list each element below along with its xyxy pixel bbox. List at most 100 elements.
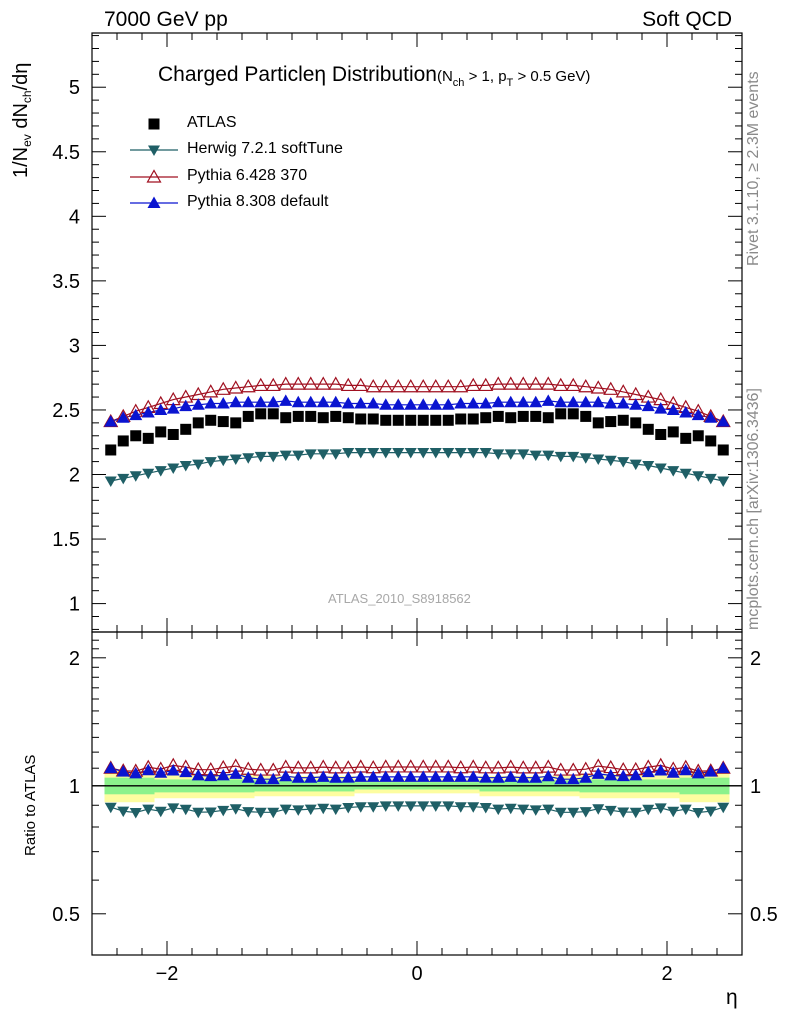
point-atlas — [317, 412, 329, 424]
ratio-point-pythia8 — [691, 766, 705, 779]
ratio-point-herwig — [404, 801, 417, 812]
point-pythia8 — [616, 397, 630, 409]
point-pythia6 — [353, 377, 369, 392]
ratio-point-pythia8 — [379, 770, 393, 782]
point-atlas — [480, 412, 492, 424]
point-herwig — [517, 449, 530, 460]
point-atlas — [355, 413, 367, 425]
y-tick-label: 4.5 — [52, 142, 80, 164]
ratio-point-pythia8 — [341, 771, 355, 783]
point-atlas — [105, 444, 117, 456]
ratio-point-herwig — [604, 805, 617, 817]
point-herwig — [429, 448, 442, 459]
ratio-point-herwig — [179, 804, 192, 816]
point-herwig — [167, 463, 180, 475]
legend-markers — [130, 118, 178, 208]
legend-marker-atlas — [148, 118, 160, 130]
ratio-point-pythia8 — [666, 766, 680, 778]
point-pythia8 — [441, 398, 455, 410]
point-herwig — [354, 448, 367, 459]
ratio-y-axis-label: Ratio to ATLAS — [22, 754, 39, 856]
point-atlas — [592, 417, 604, 429]
ratio-point-pythia8 — [216, 768, 230, 781]
ratio-point-herwig — [454, 802, 467, 813]
ratio-point-herwig — [242, 807, 255, 818]
point-herwig — [129, 471, 142, 482]
point-pythia8 — [404, 398, 418, 410]
point-herwig — [329, 449, 342, 460]
point-herwig — [667, 466, 680, 477]
point-atlas — [580, 410, 592, 422]
ratio-point-herwig — [217, 805, 230, 817]
point-pythia6 — [515, 376, 531, 390]
point-atlas — [467, 413, 479, 425]
ratio-point-pythia8 — [416, 770, 430, 782]
point-atlas — [205, 414, 217, 426]
ratio-point-pythia8 — [504, 770, 518, 782]
y-tick-label: 5 — [69, 77, 80, 99]
point-atlas — [430, 414, 442, 426]
ratio-point-pythia8 — [366, 770, 380, 782]
point-herwig — [142, 468, 155, 480]
axis-ticks — [91, 33, 743, 956]
point-atlas — [542, 412, 554, 424]
ratio-point-herwig — [192, 807, 205, 819]
ratio-point-herwig — [104, 802, 117, 814]
point-herwig — [529, 450, 542, 462]
point-pythia8 — [641, 399, 655, 412]
point-pythia8 — [716, 415, 730, 427]
ratio-point-herwig — [354, 802, 367, 813]
point-pythia6 — [228, 380, 244, 394]
point-atlas — [492, 410, 504, 422]
point-pythia8 — [116, 411, 130, 423]
ratio-point-herwig — [442, 801, 455, 812]
point-pythia6 — [490, 376, 506, 390]
point-atlas — [330, 410, 342, 422]
ratio-point-pythia8 — [529, 771, 543, 783]
header-process-label: Soft QCD — [642, 8, 732, 31]
point-herwig — [204, 457, 217, 468]
point-herwig — [117, 473, 130, 485]
ratio-point-herwig — [529, 805, 542, 816]
point-atlas — [605, 416, 617, 428]
point-atlas — [130, 430, 142, 442]
point-atlas — [305, 410, 317, 422]
point-pythia8 — [604, 397, 618, 409]
point-pythia6 — [503, 376, 519, 390]
point-atlas — [167, 428, 179, 440]
ratio-point-pythia8 — [591, 767, 605, 779]
point-herwig — [267, 451, 280, 463]
ratio-point-pythia8 — [354, 770, 368, 782]
point-pythia8 — [541, 394, 555, 406]
point-pythia6 — [590, 380, 606, 394]
point-pythia8 — [191, 398, 205, 410]
point-pythia6 — [378, 379, 394, 393]
ratio-point-pythia6 — [440, 759, 456, 773]
point-pythia6 — [415, 379, 431, 393]
point-pythia8 — [491, 395, 505, 408]
point-pythia6 — [540, 376, 556, 390]
point-pythia8 — [466, 397, 480, 409]
point-pythia6 — [440, 379, 456, 393]
y-tick-label: 2 — [69, 465, 80, 487]
point-herwig — [392, 448, 405, 459]
point-atlas — [567, 408, 579, 420]
ratio-point-herwig — [517, 804, 530, 816]
point-pythia8 — [329, 395, 343, 408]
ratio-point-herwig — [342, 802, 355, 814]
point-atlas — [692, 430, 704, 442]
axis-tick-labels: −2 0 2 1 1.5 2 2.5 3 3.5 4 4.5 5 0.5 0.5 1 1 2 2 — [52, 77, 778, 985]
point-pythia6 — [265, 377, 281, 392]
ratio-point-pythia8 — [579, 771, 593, 783]
analysis-id-watermark: ATLAS_2010_S8918562 — [328, 591, 471, 606]
ratio-point-pythia8 — [141, 763, 155, 776]
ratio-point-pythia8 — [641, 765, 655, 778]
point-herwig — [342, 448, 355, 459]
point-atlas — [680, 432, 692, 444]
ratio-point-herwig — [504, 803, 517, 815]
ratio-point-pythia6 — [465, 759, 481, 773]
y-tick-label: 1 — [69, 594, 80, 616]
y-tick-label: 4 — [69, 206, 80, 228]
point-atlas — [155, 426, 167, 438]
